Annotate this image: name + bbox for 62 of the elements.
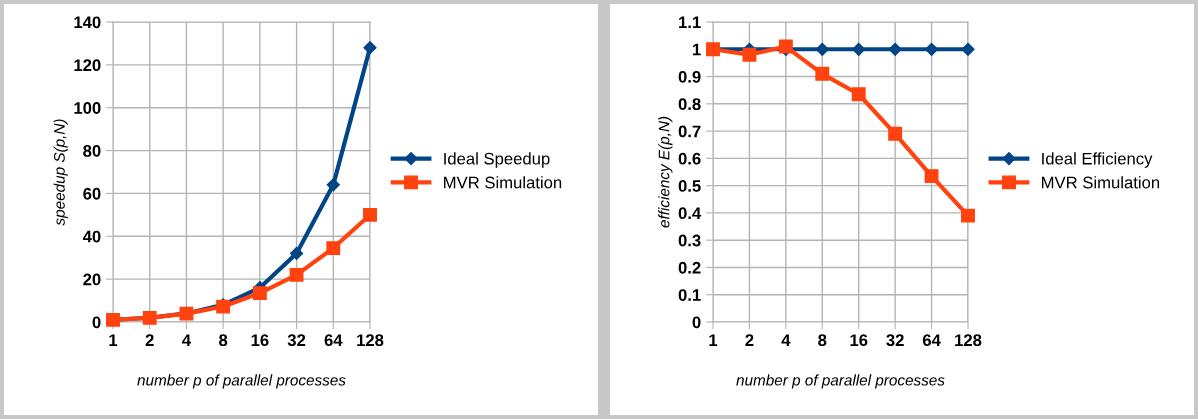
x-tick-label: 8 [219, 334, 228, 347]
x-tick-label: 128 [955, 334, 982, 347]
point [888, 126, 903, 141]
x-tick-label: 128 [357, 334, 384, 347]
y-tick-label: 1.1 [679, 16, 701, 29]
point [289, 246, 304, 261]
point [326, 178, 340, 192]
y-tick-label: 0.8 [678, 98, 701, 111]
x-tick-label: 32 [886, 334, 904, 347]
y-tick-label: 0.4 [678, 207, 702, 220]
point [742, 47, 757, 62]
x-tick-label: 4 [182, 334, 191, 346]
y-tick-label: 0.1 [678, 289, 701, 301]
y-tick-label: 0 [692, 316, 701, 329]
y-tick-label: 60 [83, 187, 101, 200]
x-tick-label: 1 [709, 334, 718, 346]
y-tick-label: 80 [83, 144, 101, 157]
x-tick-label: 8 [818, 334, 827, 347]
legend-label: Ideal Speedup [444, 152, 550, 168]
x-tick-label: 4 [781, 334, 791, 346]
point [924, 42, 939, 56]
point [961, 208, 975, 223]
x-tick-label: 1 [109, 334, 118, 346]
x-tick-label: 64 [324, 334, 343, 347]
y-tick-label: 0 [92, 316, 101, 329]
legend-label: MVR Simulation [1042, 176, 1160, 189]
x-axis-title: number p of parallel processes [137, 374, 346, 389]
x-tick-label: 2 [745, 334, 754, 346]
legend-label: MVR Simulation [444, 176, 562, 189]
point [851, 87, 866, 102]
y-tick-label: 0.9 [678, 70, 701, 83]
y-axis-title: speedup S(p,N) [53, 119, 68, 226]
point [815, 42, 829, 56]
legend-label: Ideal Efficiency [1042, 152, 1153, 168]
point [924, 169, 939, 184]
y-tick-label: 1 [692, 43, 701, 56]
point [852, 42, 866, 56]
point [961, 42, 975, 56]
y-tick-label: 100 [74, 102, 101, 114]
x-tick-label: 16 [251, 334, 269, 347]
y-tick-label: 0.3 [678, 234, 701, 247]
x-tick-label: 16 [850, 334, 868, 347]
point [363, 207, 377, 222]
point [815, 66, 830, 81]
y-tick-label: 120 [74, 59, 101, 72]
point [252, 286, 267, 301]
y-tick-label: 0.7 [678, 125, 701, 138]
x-tick-label: 64 [922, 334, 941, 347]
y-tick-label: 0.6 [678, 152, 701, 165]
y-axis-title: efficiency E(p,N) [658, 116, 673, 228]
y-tick-label: 0.5 [678, 180, 701, 192]
x-tick-label: 2 [145, 334, 154, 346]
y-tick-label: 20 [83, 273, 101, 286]
point [363, 41, 377, 55]
y-tick-label: 0.2 [678, 261, 701, 274]
point [326, 241, 341, 256]
x-tick-label: 32 [287, 334, 306, 347]
x-axis-title: number p of parallel processes [736, 374, 945, 389]
y-tick-label: 140 [74, 16, 101, 29]
point [888, 42, 902, 56]
point [289, 267, 304, 282]
y-tick-label: 40 [82, 230, 101, 243]
